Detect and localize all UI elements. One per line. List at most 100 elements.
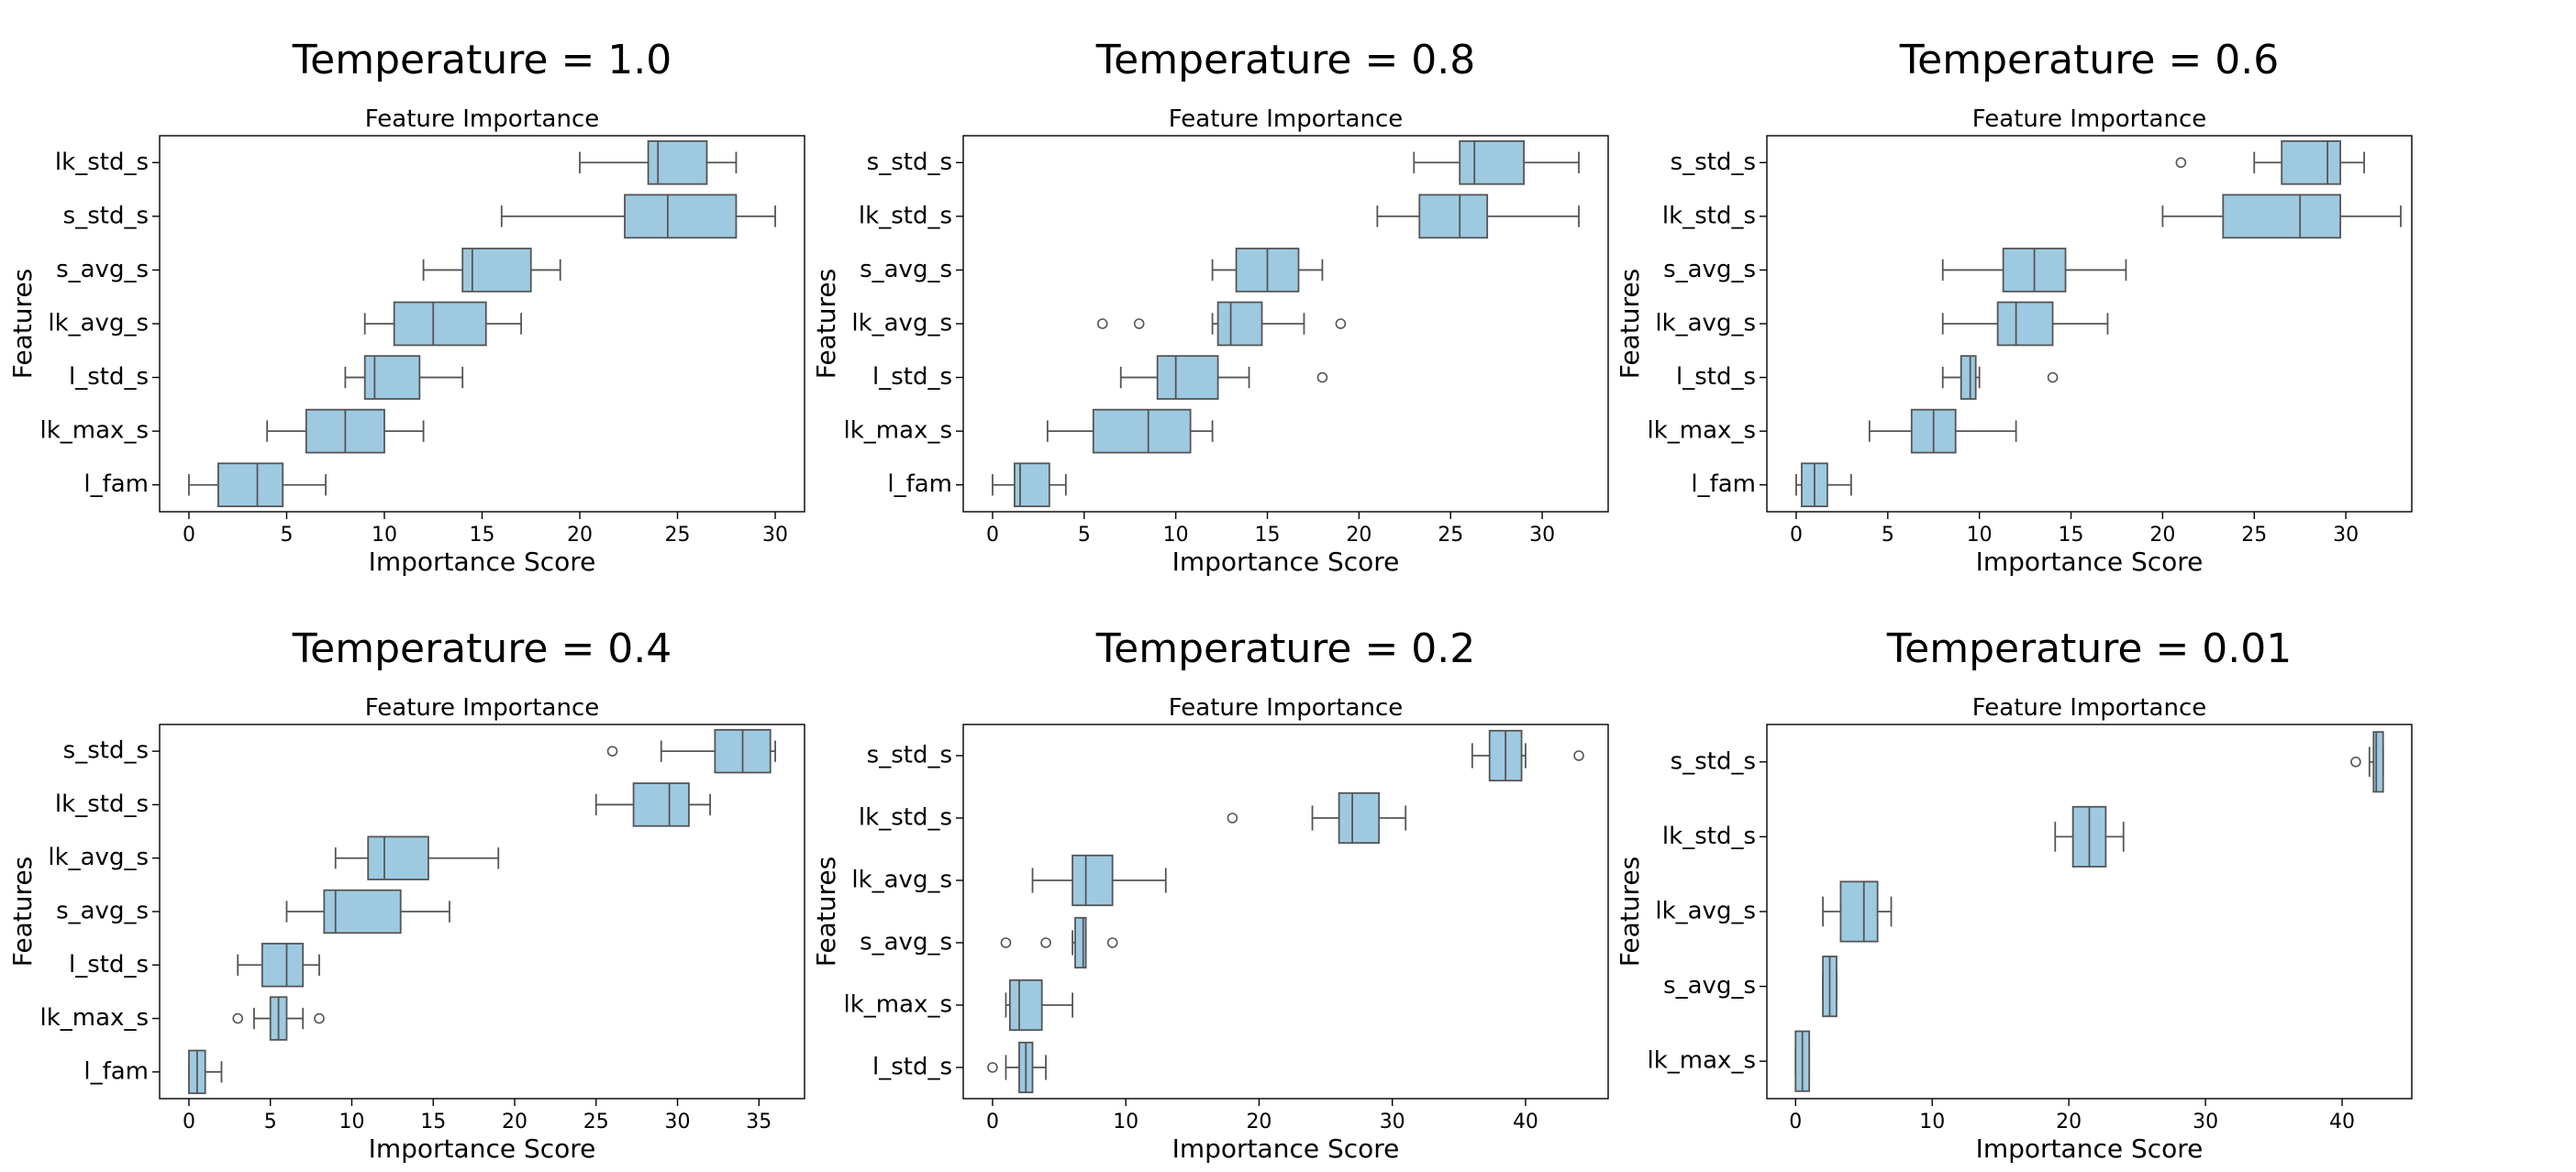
- y-axis-label: Features: [1615, 857, 1645, 967]
- axes-title: Feature Importance: [1972, 105, 2207, 133]
- x-tick-label: 35: [746, 1111, 772, 1133]
- y-category-label: l_std_s: [69, 951, 149, 979]
- x-tick-label: 5: [264, 1111, 277, 1133]
- x-tick-label: 5: [1882, 524, 1894, 547]
- box-iqr: [1338, 791, 1381, 845]
- y-category-label: lk_avg_s: [1655, 898, 1756, 925]
- y-category-label: s_avg_s: [1663, 972, 1756, 1000]
- subplot-suptitle: Temperature = 0.2: [1095, 625, 1476, 672]
- outlier-point: [1096, 318, 1108, 329]
- y-axis-label: Features: [7, 269, 38, 379]
- outlier-point: [232, 1012, 244, 1024]
- box-s_avg_s: [1822, 956, 1838, 1018]
- y-category-label: lk_max_s: [40, 417, 149, 445]
- y-category-label: lk_max_s: [844, 991, 952, 1019]
- box-s_std_s: [2350, 731, 2384, 793]
- y-category-label: l_std_s: [1676, 363, 1756, 391]
- y-category-label: l_std_s: [69, 363, 149, 391]
- y-category-label: s_avg_s: [860, 929, 952, 956]
- x-tick-label: 10: [1113, 1111, 1138, 1133]
- outlier-point: [1106, 937, 1118, 948]
- y-category-label: s_avg_s: [56, 256, 149, 283]
- x-tick-label: 40: [1513, 1111, 1538, 1133]
- outlier-point: [1573, 750, 1584, 761]
- box-s_std_s: [606, 728, 776, 774]
- box-iqr: [2372, 731, 2384, 793]
- subplot-5: Temperature = 0.2 Feature Importance 0 10 20…: [811, 625, 1609, 1164]
- box-iqr: [461, 248, 532, 293]
- box-iqr: [323, 889, 402, 934]
- x-axis-label: Importance Score: [369, 547, 596, 577]
- y-axis-label: Features: [1615, 269, 1645, 379]
- x-axis-label: Importance Score: [1976, 1133, 2204, 1164]
- y-category-label: l_fam: [887, 470, 952, 498]
- box-lk_max_s: [1794, 1030, 1811, 1092]
- box-lk_std_s: [579, 139, 738, 185]
- box-lk_max_s: [1868, 408, 2017, 454]
- box-lk_avg_s: [334, 835, 500, 880]
- y-category-label: s_std_s: [1671, 747, 1756, 775]
- x-axis-label: Importance Score: [1976, 547, 2204, 577]
- box-s_std_s: [1471, 729, 1584, 782]
- y-category-label: s_avg_s: [860, 256, 952, 283]
- subplot-4: Temperature = 0.4 Feature Importance 0 5 10 1…: [7, 625, 805, 1164]
- y-category-label: s_std_s: [1671, 149, 1756, 176]
- axes-frame: [159, 724, 805, 1100]
- box-l_fam: [188, 1049, 223, 1095]
- subplot-2: Temperature = 0.8 Feature Importance 0 5 10 1…: [811, 37, 1609, 577]
- y-category-label: lk_max_s: [1648, 417, 1756, 445]
- outlier-point: [2175, 157, 2187, 169]
- x-tick-label: 25: [665, 524, 691, 547]
- x-tick-label: 20: [2056, 1111, 2082, 1133]
- axes-title: Feature Importance: [365, 105, 600, 133]
- y-category-label: lk_avg_s: [851, 310, 952, 337]
- box-lk_std_s: [1376, 193, 1580, 239]
- subplot-suptitle: Temperature = 1.0: [292, 37, 672, 83]
- axes-frame: [962, 724, 1609, 1100]
- box-iqr: [393, 301, 487, 347]
- box-l_std_s: [344, 355, 464, 400]
- axes-title: Feature Importance: [365, 694, 600, 722]
- y-category-label: s_std_s: [867, 742, 952, 769]
- x-tick-label: 30: [1529, 524, 1555, 547]
- y-category-label: s_std_s: [867, 149, 952, 176]
- axes-title: Feature Importance: [1169, 694, 1404, 722]
- y-category-label: lk_std_s: [1662, 202, 1756, 229]
- x-tick-label: 0: [183, 1111, 195, 1133]
- y-category-label: lk_avg_s: [851, 867, 952, 894]
- outlier-point: [1000, 937, 1012, 948]
- subplot-suptitle: Temperature = 0.4: [292, 625, 672, 672]
- x-axis-label: Importance Score: [1172, 547, 1400, 577]
- subplot-suptitle: Temperature = 0.01: [1886, 625, 2293, 672]
- y-axis-label: Features: [7, 857, 38, 967]
- y-axis-label: Features: [811, 857, 841, 967]
- box-iqr: [1156, 355, 1219, 400]
- box-lk_max_s: [266, 408, 425, 454]
- box-iqr: [1008, 979, 1043, 1032]
- outlier-point: [314, 1012, 325, 1024]
- box-lk_max_s: [232, 996, 325, 1041]
- box-iqr: [1092, 408, 1192, 454]
- x-axis-label: Importance Score: [1172, 1133, 1400, 1164]
- subplot-suptitle: Temperature = 0.8: [1095, 37, 1476, 83]
- x-tick-label: 15: [420, 1111, 446, 1133]
- box-iqr: [1839, 880, 1879, 943]
- x-tick-label: 15: [2059, 524, 2084, 547]
- box-iqr: [1459, 139, 1526, 185]
- y-category-label: lk_std_s: [1662, 823, 1756, 850]
- box-s_avg_s: [1211, 248, 1324, 293]
- x-tick-label: 30: [665, 1111, 691, 1133]
- box-lk_max_s: [1005, 979, 1074, 1032]
- x-tick-label: 30: [762, 524, 788, 547]
- subplot-1: Temperature = 1.0 Feature Importance 0 5 10 1…: [7, 37, 805, 577]
- box-iqr: [1960, 355, 1977, 400]
- subplot-3: Temperature = 0.6 Feature Importance 0 5 10 1…: [1615, 37, 2413, 577]
- x-tick-label: 30: [1380, 1111, 1405, 1133]
- outlier-point: [1040, 937, 1051, 948]
- axes-title: Feature Importance: [1972, 694, 2207, 722]
- y-category-label: lk_std_s: [859, 202, 952, 229]
- box-iqr: [363, 355, 421, 400]
- box-iqr: [1996, 301, 2054, 347]
- y-category-label: s_std_s: [63, 737, 149, 765]
- x-tick-label: 15: [1255, 524, 1281, 547]
